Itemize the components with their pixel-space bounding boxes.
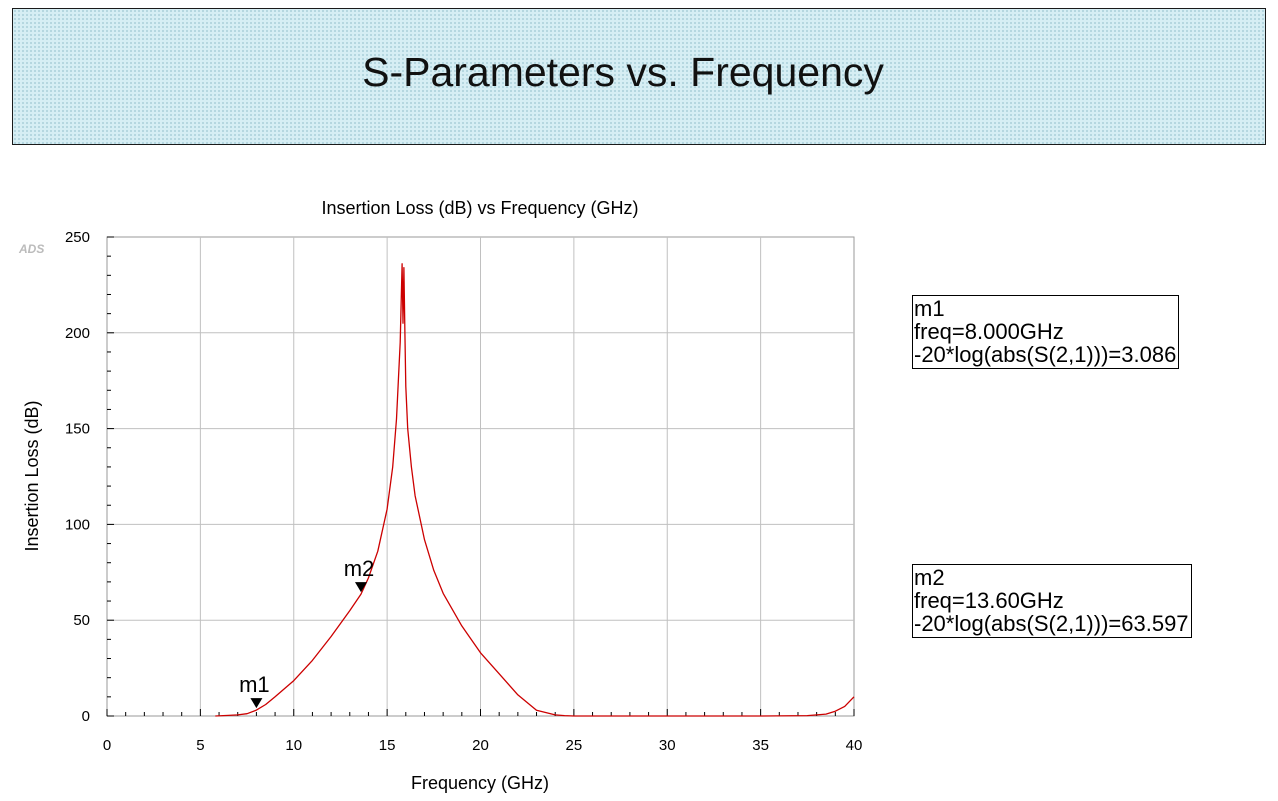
marker-readout-m1[interactable]: m1 freq=8.000GHz -20*log(abs(S(2,1)))=3.… [912,295,1180,369]
y-tick-label: 100 [65,516,90,533]
marker-readout-name: m2 [914,565,945,590]
page-title: S-Parameters vs. Frequency [362,49,884,95]
x-tick-label: 25 [566,737,583,754]
x-tick-label: 30 [659,737,676,754]
y-tick-label: 250 [65,229,90,246]
y-tick-label: 0 [82,708,90,725]
marker-label-m1: m1 [239,672,270,697]
x-tick-label: 10 [285,737,302,754]
marker-readout-freq: freq=13.60GHz [914,588,1064,613]
y-tick-label: 150 [65,421,90,438]
marker-readout-m2[interactable]: m2 freq=13.60GHz -20*log(abs(S(2,1)))=63… [912,564,1192,638]
marker-readout-freq: freq=8.000GHz [914,319,1064,344]
marker-readout-value: -20*log(abs(S(2,1)))=63.597 [914,611,1189,636]
chart-title: Insertion Loss (dB) vs Frequency (GHz) [321,198,638,218]
insertion-loss-trace [215,263,855,717]
marker-triangle-m2 [354,582,367,593]
marker-readout-name: m1 [914,296,945,321]
marker-label-m2: m2 [344,556,375,581]
marker-triangle-m1 [250,698,263,709]
y-tick-label: 200 [65,325,90,342]
title-banner: S-Parameters vs. Frequency [12,8,1266,145]
x-tick-label: 0 [103,737,111,754]
x-axis-label: Frequency (GHz) [411,773,549,793]
marker-readout-value: -20*log(abs(S(2,1)))=3.086 [914,342,1177,367]
y-tick-label: 50 [73,612,90,629]
x-tick-label: 35 [752,737,769,754]
x-tick-label: 15 [379,737,396,754]
y-axis-label: Insertion Loss (dB) [22,400,42,551]
x-tick-label: 5 [196,737,204,754]
x-tick-label: 40 [846,737,863,754]
ads-watermark: ADS [18,242,44,256]
x-tick-label: 20 [472,737,489,754]
